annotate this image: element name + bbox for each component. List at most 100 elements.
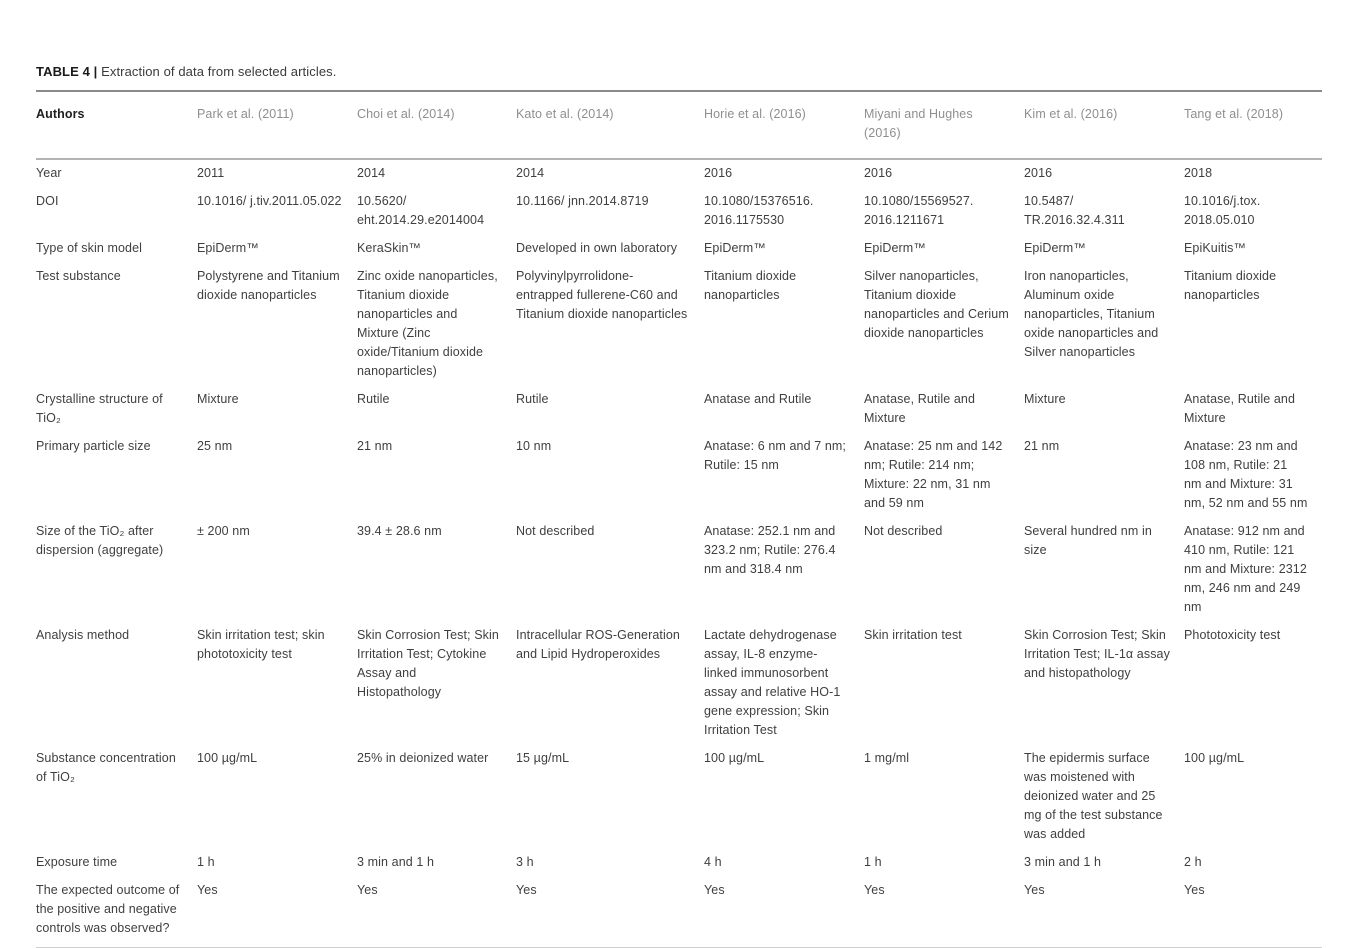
row-label: DOI bbox=[36, 194, 59, 208]
table-cell: Not described bbox=[516, 524, 595, 538]
table-cell: 10.5487/ TR.2016.32.4.311 bbox=[1024, 194, 1125, 227]
table-cell: 10.1166/ jnn.2014.8719 bbox=[516, 194, 649, 208]
column-header-choi: Choi et al. (2014) bbox=[357, 107, 455, 121]
table-cell: Iron nanoparticles, Aluminum oxide nanop… bbox=[1024, 269, 1159, 359]
column-header-horie: Horie et al. (2016) bbox=[704, 107, 806, 121]
table-cell: EpiKuitis™ bbox=[1184, 241, 1247, 255]
table-cell: Anatase, Rutile and Mixture bbox=[864, 392, 976, 425]
table-cell: The epidermis surface was moistened with… bbox=[1024, 751, 1163, 841]
table-cell: Titanium dioxide nanoparticles bbox=[1184, 269, 1277, 302]
table-cell: Rutile bbox=[357, 392, 390, 406]
row-label: Size of the TiO₂ after dispersion (aggre… bbox=[36, 524, 164, 557]
table-row: Analysis method Skin irritation test; ski… bbox=[36, 622, 1322, 745]
table-cell: 25% in deionized water bbox=[357, 751, 489, 765]
table-title-label: TABLE 4 | bbox=[36, 64, 98, 79]
table-cell: Polystyrene and Titanium dioxide nanopar… bbox=[197, 269, 340, 302]
table-cell: 10.5620/ eht.2014.29.e2014004 bbox=[357, 194, 485, 227]
table-cell: 10.1016/j.tox. 2018.05.010 bbox=[1184, 194, 1261, 227]
table-row: Test substance Polystyrene and Titanium d… bbox=[36, 263, 1322, 386]
table-cell: Yes bbox=[864, 883, 885, 897]
table-cell: EpiDerm™ bbox=[197, 241, 259, 255]
table-cell: 10.1080/15376516. 2016.1175530 bbox=[704, 194, 814, 227]
column-header-tang: Tang et al. (2018) bbox=[1184, 107, 1284, 121]
table-cell: Rutile bbox=[516, 392, 549, 406]
table-cell: Anatase: 6 nm and 7 nm; Rutile: 15 nm bbox=[704, 439, 846, 472]
table-title-caption: Extraction of data from selected article… bbox=[97, 64, 337, 79]
row-label: Exposure time bbox=[36, 855, 118, 869]
divider-top bbox=[36, 90, 1322, 92]
divider-header bbox=[36, 158, 1322, 160]
table-row: Primary particle size 25 nm 21 nm 10 nm Anat… bbox=[36, 433, 1322, 518]
table-cell: 2014 bbox=[516, 166, 545, 180]
table-cell: Zinc oxide nanoparticles, Titanium dioxi… bbox=[357, 269, 498, 378]
table-cell: Yes bbox=[1184, 883, 1205, 897]
table-cell: Several hundred nm in size bbox=[1024, 524, 1152, 557]
table-cell: 2014 bbox=[357, 166, 386, 180]
row-label: Crystalline structure of TiO₂ bbox=[36, 392, 163, 425]
row-label: Type of skin model bbox=[36, 241, 143, 255]
table-cell: Mixture bbox=[197, 392, 239, 406]
table-cell: 2018 bbox=[1184, 166, 1213, 180]
column-header-kato: Kato et al. (2014) bbox=[516, 107, 614, 121]
table-cell: 21 nm bbox=[1024, 439, 1060, 453]
table-cell: 3 min and 1 h bbox=[1024, 855, 1102, 869]
table-cell: 2016 bbox=[704, 166, 733, 180]
table-cell: Developed in own laboratory bbox=[516, 241, 678, 255]
table-cell: EpiDerm™ bbox=[704, 241, 766, 255]
table-cell: Silver nanoparticles, Titanium dioxide n… bbox=[864, 269, 1009, 340]
row-label: Year bbox=[36, 166, 62, 180]
row-label: The expected outcome of the positive and… bbox=[36, 883, 180, 935]
table-cell: 100 µg/mL bbox=[1184, 751, 1245, 765]
table-cell: 25 nm bbox=[197, 439, 233, 453]
table-cell: Yes bbox=[704, 883, 725, 897]
table-cell: Polyvinylpyrrolidone-entrapped fullerene… bbox=[516, 269, 688, 321]
table-row: DOI 10.1016/ j.tiv.2011.05.022 10.5620/ eh… bbox=[36, 188, 1322, 235]
table-cell: Anatase and Rutile bbox=[704, 392, 812, 406]
table-cell: Skin irritation test; skin phototoxicity… bbox=[197, 628, 325, 661]
table-cell: 10 nm bbox=[516, 439, 552, 453]
table-cell: 10.1080/15569527. 2016.1211671 bbox=[864, 194, 974, 227]
table-cell: Skin Corrosion Test; Skin Irritation Tes… bbox=[357, 628, 499, 699]
table-row: The expected outcome of the positive and… bbox=[36, 877, 1322, 943]
table-cell: EpiDerm™ bbox=[864, 241, 926, 255]
table-cell: Anatase: 912 nm and 410 nm, Rutile: 121 … bbox=[1184, 524, 1307, 614]
table-cell: Mixture bbox=[1024, 392, 1066, 406]
table-cell: 39.4 ± 28.6 nm bbox=[357, 524, 442, 538]
table-cell: Intracellular ROS-Generation and Lipid H… bbox=[516, 628, 680, 661]
table-row: Exposure time 1 h 3 min and 1 h 3 h 4 h 1 h 3 … bbox=[36, 849, 1322, 877]
table-cell: Not described bbox=[864, 524, 943, 538]
column-header-kim: Kim et al. (2016) bbox=[1024, 107, 1118, 121]
table-cell: Anatase, Rutile and Mixture bbox=[1184, 392, 1296, 425]
column-header-authors: Authors bbox=[36, 107, 85, 121]
table-cell: 2011 bbox=[197, 166, 225, 180]
column-header-park: Park et al. (2011) bbox=[197, 107, 294, 121]
table-cell: Yes bbox=[197, 883, 218, 897]
table-cell: KeraSkin™ bbox=[357, 241, 422, 255]
table-cell: 1 h bbox=[197, 855, 215, 869]
table-cell: Titanium dioxide nanoparticles bbox=[704, 269, 797, 302]
table-cell: 15 µg/mL bbox=[516, 751, 570, 765]
table-cell: Lactate dehydrogenase assay, IL-8 enzyme… bbox=[704, 628, 841, 737]
table-cell: 1 mg/ml bbox=[864, 751, 910, 765]
column-header-miyani: Miyani and Hughes (2016) bbox=[864, 107, 973, 140]
table-cell: 21 nm bbox=[357, 439, 393, 453]
table-cell: 10.1016/ j.tiv.2011.05.022 bbox=[197, 194, 342, 208]
table-cell: 2016 bbox=[864, 166, 893, 180]
table-cell: Anatase: 252.1 nm and 323.2 nm; Rutile: … bbox=[704, 524, 836, 576]
table-row: Crystalline structure of TiO₂ Mixture Ruti… bbox=[36, 386, 1322, 433]
table-cell: Anatase: 23 nm and 108 nm, Rutile: 21 nm… bbox=[1184, 439, 1308, 510]
table-cell: Skin Corrosion Test; Skin Irritation Tes… bbox=[1024, 628, 1170, 680]
table-body: Year 2011 2014 2014 2016 2016 2016 2018 DOI 10.10… bbox=[36, 160, 1322, 943]
table-cell: 100 µg/mL bbox=[704, 751, 765, 765]
table-title: TABLE 4 | Extraction of data from select… bbox=[36, 64, 1322, 79]
row-label: Test substance bbox=[36, 269, 121, 283]
table-cell: EpiDerm™ bbox=[1024, 241, 1086, 255]
table-cell: ± 200 nm bbox=[197, 524, 250, 538]
table-cell: 100 µg/mL bbox=[197, 751, 258, 765]
table-cell: Yes bbox=[1024, 883, 1045, 897]
table-cell: Yes bbox=[357, 883, 378, 897]
row-label: Substance concentration of TiO₂ bbox=[36, 751, 176, 784]
row-label: Primary particle size bbox=[36, 439, 151, 453]
table-cell: Phototoxicity test bbox=[1184, 628, 1281, 642]
table-row: Size of the TiO₂ after dispersion (aggre… bbox=[36, 518, 1322, 622]
